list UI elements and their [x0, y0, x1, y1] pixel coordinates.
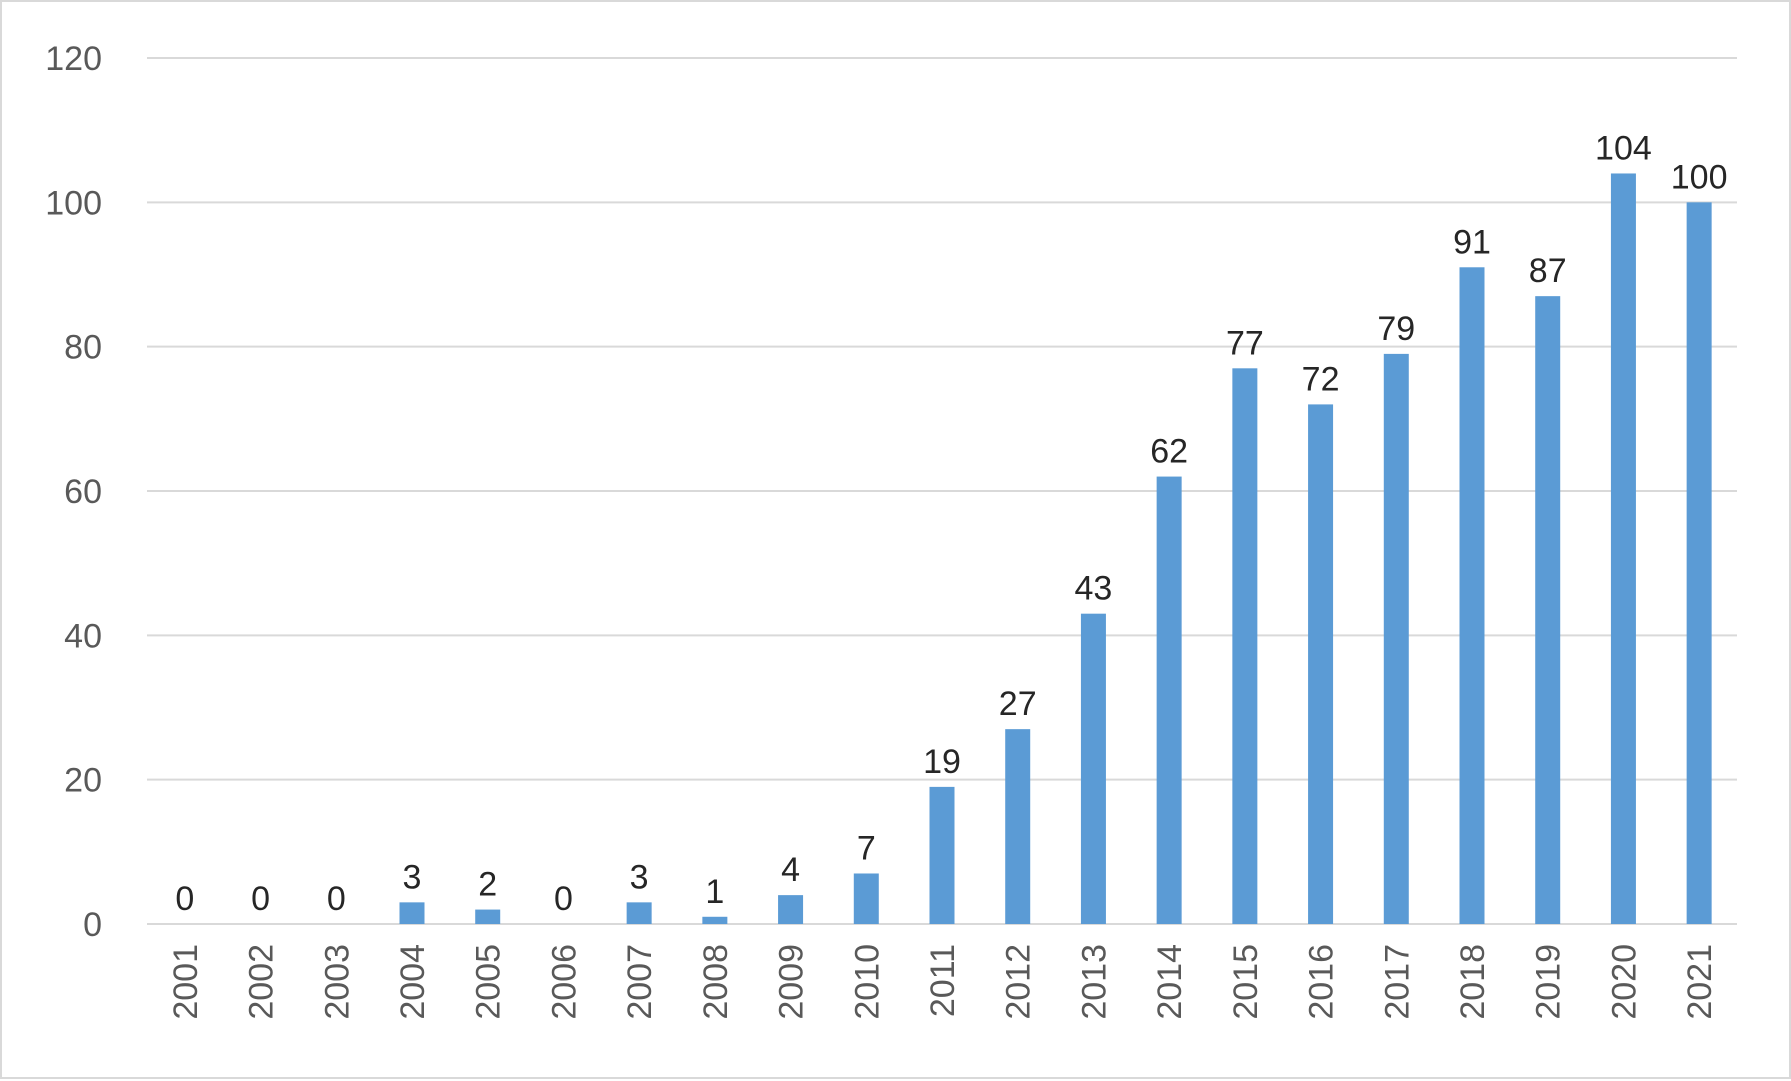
x-tick-label-2008: 2008	[697, 944, 735, 1020]
data-label-2009: 4	[781, 851, 800, 889]
data-label-2005: 2	[478, 866, 497, 904]
bar-2014	[1156, 476, 1182, 924]
data-label-2013: 43	[1075, 570, 1113, 608]
data-label-2019: 87	[1529, 252, 1567, 290]
data-label-2017: 79	[1377, 310, 1415, 348]
x-tick-label-2021: 2021	[1681, 944, 1719, 1020]
bar-2005	[475, 909, 501, 924]
bar-2020	[1610, 173, 1636, 924]
x-tick-label-2020: 2020	[1605, 944, 1643, 1020]
data-label-2020: 104	[1595, 129, 1652, 167]
y-tick-label: 0	[83, 906, 102, 944]
x-axis-ticks: 2001 2002 2003 2004 2005 2006 2007 2008 2009 2010…	[167, 944, 1719, 1020]
bar-2019	[1535, 296, 1561, 924]
x-tick-label-2007: 2007	[621, 944, 659, 1020]
data-label-2021: 100	[1671, 158, 1728, 196]
bars	[399, 173, 1712, 925]
x-tick-label-2017: 2017	[1378, 944, 1416, 1020]
data-label-2003: 0	[327, 880, 346, 918]
x-tick-label-2004: 2004	[394, 944, 432, 1020]
bar-2009	[778, 895, 804, 924]
x-tick-label-2002: 2002	[243, 944, 281, 1020]
bar-2012	[1005, 729, 1031, 924]
bar-2010	[853, 873, 879, 924]
bar-2011	[929, 786, 955, 924]
x-tick-label-2019: 2019	[1530, 944, 1568, 1020]
bar-2017	[1383, 353, 1409, 925]
data-labels: 0 0 0 3 2 0 3 1 4 7 19 27 43 62 77 72 79 91 87 104 100	[175, 129, 1727, 918]
y-tick-label: 60	[64, 473, 102, 511]
y-tick-label: 120	[45, 40, 102, 78]
x-tick-label-2016: 2016	[1303, 944, 1341, 1020]
x-tick-label-2015: 2015	[1227, 944, 1265, 1020]
y-tick-label: 20	[64, 762, 102, 800]
x-tick-label-2010: 2010	[848, 944, 886, 1020]
data-label-2018: 91	[1453, 223, 1491, 261]
x-tick-label-2018: 2018	[1454, 944, 1492, 1020]
data-label-2015: 77	[1226, 324, 1264, 362]
x-tick-label-2009: 2009	[773, 944, 811, 1020]
y-tick-label: 40	[64, 617, 102, 655]
y-tick-label: 100	[45, 184, 102, 222]
x-tick-label-2012: 2012	[1000, 944, 1038, 1020]
x-tick-label-2003: 2003	[318, 944, 356, 1020]
y-axis-ticks: 0 20 40 60 80 100 120	[45, 40, 102, 944]
data-label-2002: 0	[251, 880, 270, 918]
bar-2015	[1232, 368, 1258, 925]
x-tick-label-2014: 2014	[1151, 944, 1189, 1020]
data-label-2010: 7	[857, 829, 876, 867]
bar-2016	[1308, 404, 1334, 924]
x-tick-label-2005: 2005	[470, 944, 508, 1020]
bar-2008	[702, 916, 728, 924]
bar-2013	[1080, 613, 1106, 924]
data-label-2008: 1	[705, 873, 724, 911]
y-tick-label: 80	[64, 329, 102, 367]
data-label-2001: 0	[175, 880, 194, 918]
data-label-2007: 3	[630, 858, 649, 896]
bar-2021	[1686, 202, 1712, 925]
x-tick-label-2006: 2006	[545, 944, 583, 1020]
x-tick-label-2013: 2013	[1075, 944, 1113, 1020]
bar-2018	[1459, 267, 1485, 924]
x-tick-label-2001: 2001	[167, 944, 205, 1020]
data-label-2011: 19	[923, 743, 961, 781]
x-tick-label-2011: 2011	[924, 944, 962, 1017]
data-label-2012: 27	[999, 685, 1037, 723]
data-label-2006: 0	[554, 880, 573, 918]
gridlines	[147, 57, 1737, 925]
data-label-2004: 3	[403, 858, 422, 896]
bar-2007	[626, 902, 652, 924]
bar-2004	[399, 902, 425, 924]
data-label-2014: 62	[1150, 433, 1188, 471]
data-label-2016: 72	[1302, 360, 1340, 398]
